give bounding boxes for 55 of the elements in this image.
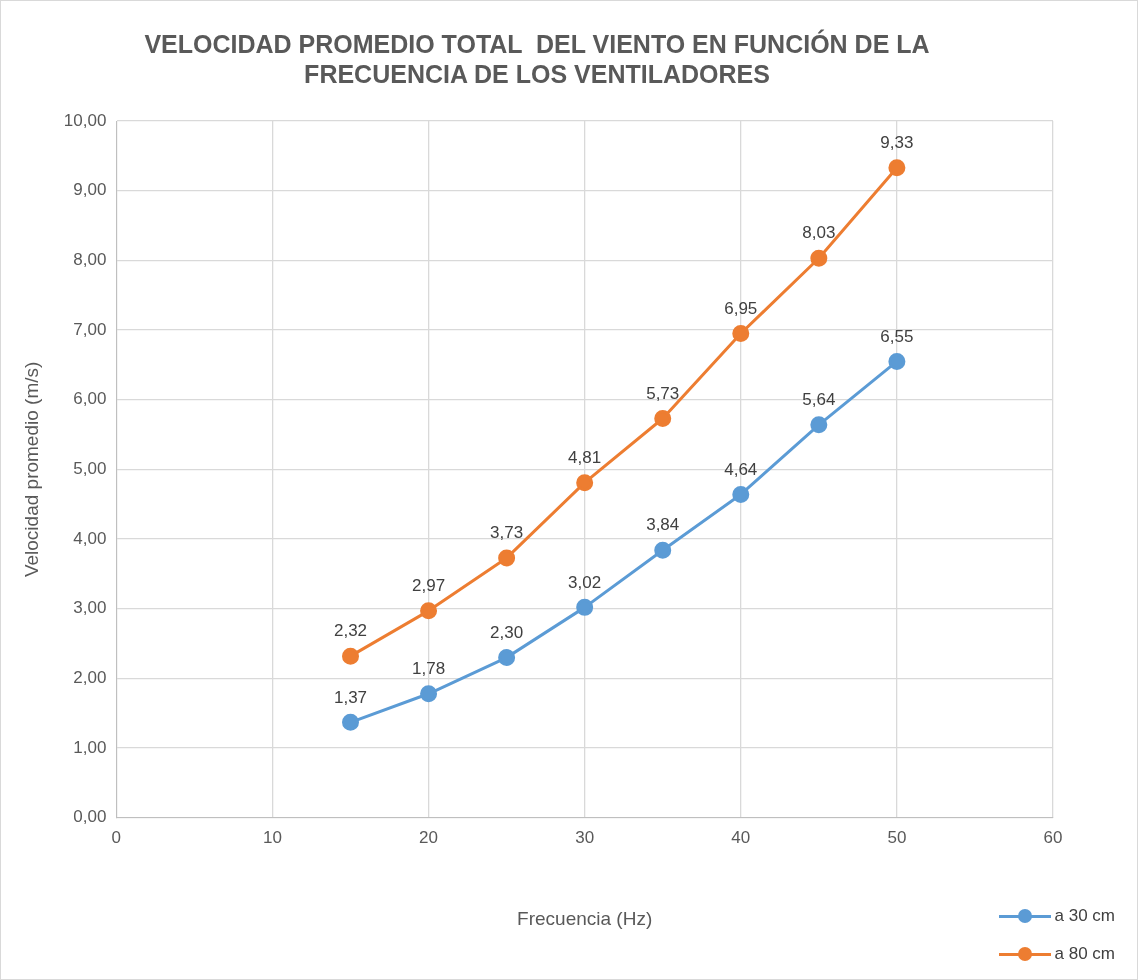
y-tick-label: 10,00 (63, 110, 107, 130)
point (576, 598, 594, 616)
y-tick-label: 1,00 (73, 737, 107, 757)
data-label: 3,84 (646, 515, 680, 535)
point (810, 249, 828, 267)
y-tick-label: 2,00 (73, 668, 107, 688)
y-tick-label: 7,00 (73, 319, 107, 339)
data-label: 2,30 (490, 622, 524, 642)
point (576, 474, 594, 492)
y-tick-label: 4,00 (73, 528, 107, 548)
data-label: 4,81 (568, 447, 602, 467)
chart-title: VELOCIDAD PROMEDIO TOTAL DEL VIENTO EN FUNCIÓN DE LA FRECUENCIA DE LOS VENTILADORES (144, 28, 930, 88)
point (654, 541, 672, 559)
data-label: 2,97 (412, 576, 446, 596)
y-axis-title: Velocidad promedio (m/s) (20, 361, 42, 578)
data-label: 3,73 (490, 523, 524, 543)
point (654, 410, 672, 428)
data-label: 5,64 (802, 389, 836, 409)
point (888, 352, 906, 370)
point (420, 685, 438, 703)
data-label: 3,02 (568, 572, 602, 592)
point (498, 649, 516, 667)
x-tick-label: 20 (419, 827, 439, 847)
x-tick-label: 30 (575, 827, 595, 847)
point (342, 647, 360, 665)
data-label: 5,73 (646, 383, 680, 403)
data-label: 2,32 (333, 621, 368, 641)
point (498, 549, 516, 567)
point (888, 159, 906, 177)
y-tick-label: 0,00 (73, 807, 107, 827)
x-tick-label: 0 (111, 827, 122, 847)
x-tick-label: 40 (731, 827, 751, 847)
y-tick-label: 3,00 (73, 598, 107, 618)
point (732, 485, 750, 503)
y-tick-label: 8,00 (73, 250, 107, 270)
data-label: 9,33 (880, 132, 914, 152)
data-label: 1,37 (333, 687, 368, 707)
x-axis-title: Frecuencia (Hz) (517, 907, 653, 929)
point (342, 713, 360, 731)
y-tick-label: 5,00 (73, 459, 107, 479)
x-tick-label: 10 (262, 827, 282, 847)
legend-label: a 30 cm (1054, 906, 1115, 926)
data-label: 6,55 (880, 326, 914, 346)
data-label: 8,03 (802, 223, 836, 243)
y-tick-label: 9,00 (73, 180, 107, 200)
data-label: 1,78 (412, 658, 446, 678)
point (810, 416, 828, 434)
data-label: 6,95 (724, 298, 758, 318)
legend-label: a 80 cm (1054, 944, 1115, 964)
y-tick-label: 6,00 (73, 389, 107, 409)
data-label: 4,64 (724, 459, 758, 479)
point (732, 325, 750, 343)
point (420, 602, 438, 620)
x-tick-label: 50 (887, 827, 907, 847)
x-tick-label: 60 (1043, 827, 1063, 847)
